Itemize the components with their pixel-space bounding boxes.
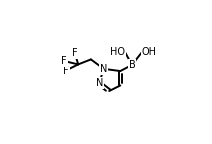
Text: OH: OH	[142, 47, 157, 57]
Text: F: F	[63, 66, 69, 75]
Text: HO: HO	[110, 47, 125, 57]
Text: B: B	[128, 60, 135, 70]
Text: F: F	[61, 56, 67, 66]
Text: N: N	[96, 78, 103, 88]
Text: F: F	[72, 48, 78, 58]
Text: N: N	[100, 64, 107, 74]
